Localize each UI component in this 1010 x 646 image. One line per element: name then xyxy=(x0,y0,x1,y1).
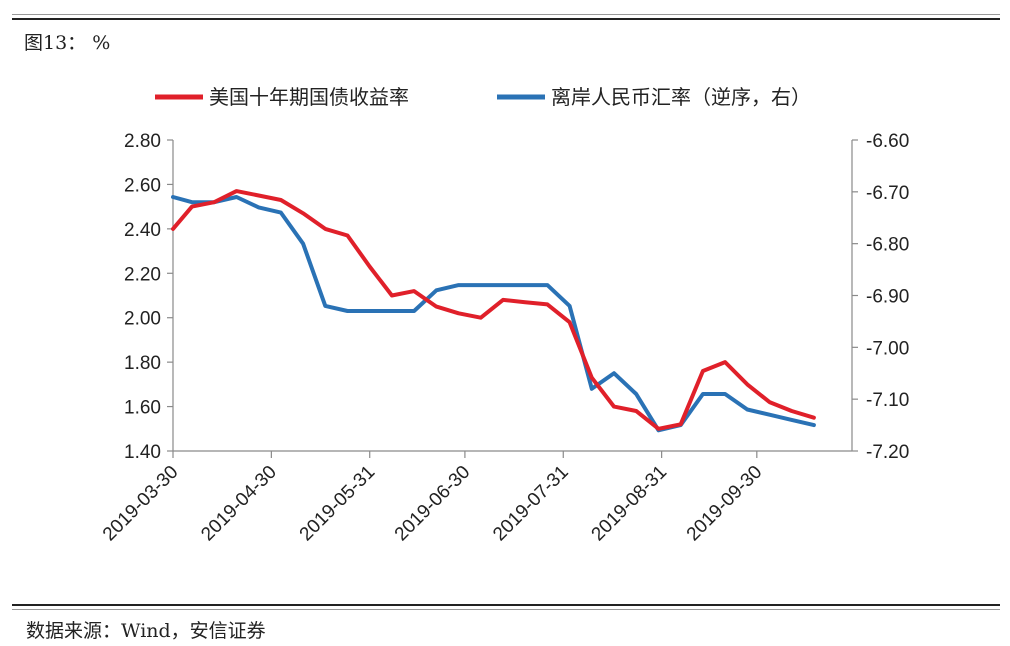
left-y-tick-label: 2.60 xyxy=(124,175,161,196)
figure-title: 图13： % xyxy=(24,32,111,54)
x-tick-label: 2019-07-31 xyxy=(489,462,573,546)
bottom-rule-thick xyxy=(12,604,1000,606)
figure-source: 数据来源：Wind，安信证券 xyxy=(26,620,266,642)
chart-axes: 2.80 2.60 2.40 2.20 2.00 1.80 1.60 1.40 -6.60 -6.… xyxy=(99,131,909,545)
right-y-tick-label: -7.00 xyxy=(866,338,909,359)
right-y-tick-label: -6.80 xyxy=(866,235,909,256)
series-line-1 xyxy=(171,189,816,431)
x-tick-label: 2019-04-30 xyxy=(197,462,281,546)
right-y-tick-label: -6.60 xyxy=(866,131,909,152)
x-tick-label: 2019-09-30 xyxy=(683,462,767,546)
top-rule-thick xyxy=(12,18,1000,20)
left-y-tick-label: 2.00 xyxy=(124,309,161,330)
left-y-tick-label: 2.80 xyxy=(124,131,161,152)
series-line-2 xyxy=(171,195,816,433)
top-rule-thin xyxy=(12,14,1000,15)
chart-legend: 美国十年期国债收益率 离岸人民币汇率（逆序，右） xyxy=(155,85,811,109)
left-y-tick-label: 1.40 xyxy=(124,442,161,463)
right-y-tick-label: -6.70 xyxy=(866,183,909,204)
legend-label-2: 离岸人民币汇率（逆序，右） xyxy=(551,85,811,109)
x-tick-label: 2019-06-30 xyxy=(391,462,475,546)
right-y-tick-label: -7.10 xyxy=(866,390,909,411)
bottom-rule-thin xyxy=(12,609,1000,610)
left-y-tick-label: 2.40 xyxy=(124,220,161,241)
left-y-tick-label: 1.80 xyxy=(124,353,161,374)
left-y-tick-label: 2.20 xyxy=(124,264,161,285)
right-y-tick-label: -6.90 xyxy=(866,287,909,308)
x-tick-label: 2019-03-30 xyxy=(99,462,183,546)
dual-axis-line-chart: 2.80 2.60 2.40 2.20 2.00 1.80 1.60 1.40 -6.60 -6.… xyxy=(99,85,909,545)
right-y-tick-label: -7.20 xyxy=(866,442,909,463)
chart-series xyxy=(171,189,816,433)
legend-label-1: 美国十年期国债收益率 xyxy=(209,85,409,109)
x-tick-label: 2019-05-31 xyxy=(296,462,380,546)
left-y-tick-label: 1.60 xyxy=(124,398,161,419)
x-tick-label: 2019-08-31 xyxy=(588,462,672,546)
